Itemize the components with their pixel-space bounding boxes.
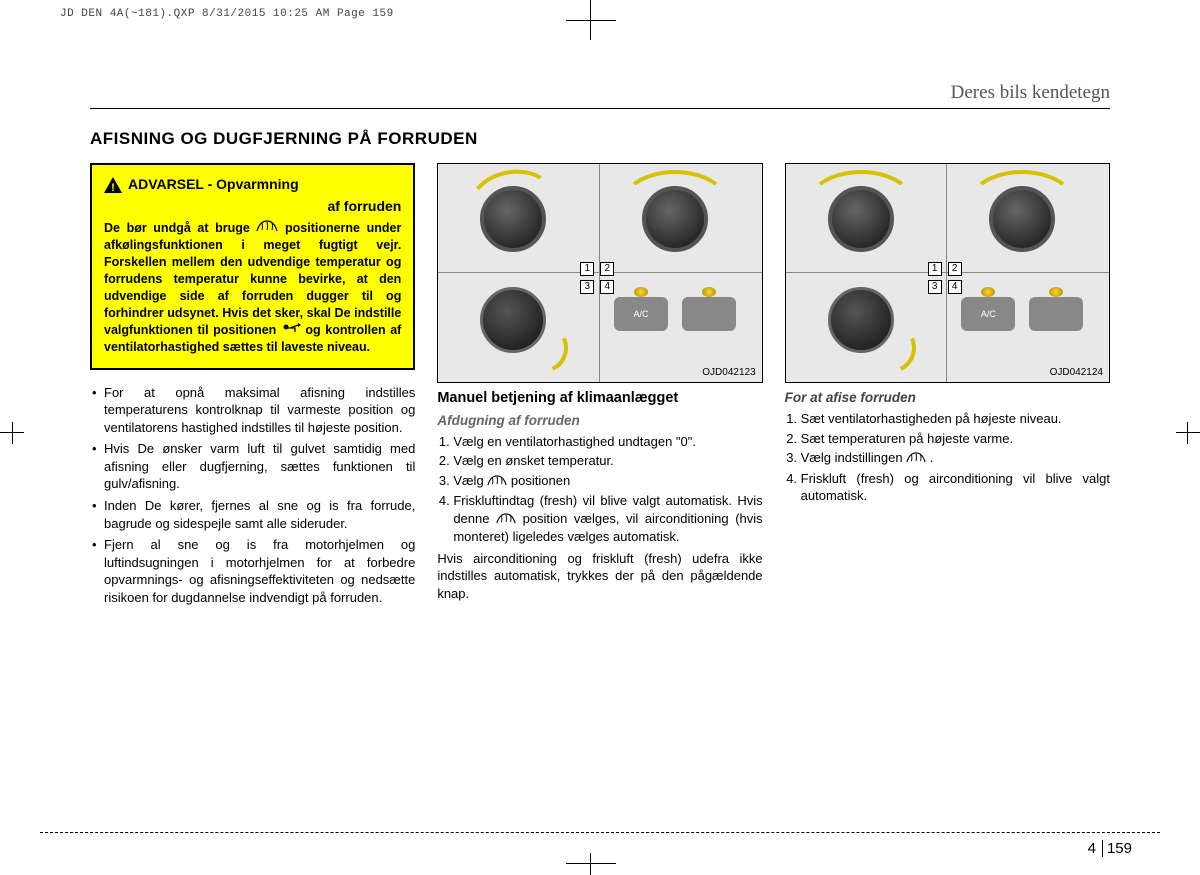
figure-quadrant-3: [438, 273, 600, 382]
recirc-button-icon: [682, 297, 736, 331]
indicator-glow-icon: [702, 287, 716, 297]
indicator-glow-icon: [1049, 287, 1063, 297]
col2-heading: Manuel betjening af klimaanlægget: [437, 389, 762, 409]
warning-box: ! ADVARSEL - Opvarmning af forruden De b…: [90, 163, 415, 370]
warning-body: De bør undgå at bruge positionerne under…: [104, 220, 401, 356]
fan-dial-icon: [480, 186, 546, 252]
col3-steps: Sæt ventilatorhastigheden på højeste niv…: [785, 410, 1110, 505]
warning-label: ADVARSEL: [128, 176, 204, 192]
bullet-item: Fjern al sne og is fra motorhjelmen og l…: [90, 536, 415, 606]
step-item: Vælg positionen: [453, 472, 762, 490]
step-item: Friskluftindtag (fresh) vil blive valgt …: [453, 492, 762, 545]
figure-manual-climate: A/C 1 2 3 4 OJD042123: [437, 163, 762, 383]
temp-dial-icon: [642, 186, 708, 252]
page-number-value: 159: [1107, 840, 1132, 857]
bullet-item: Hvis De ønsker varm luft til gulvet samt…: [90, 440, 415, 493]
step-text: Vælg indstillingen: [801, 450, 907, 465]
figure-label: 4: [600, 280, 614, 294]
figure-label: 3: [580, 280, 594, 294]
step-item: Vælg en ønsket temperatur.: [453, 452, 762, 470]
crop-mark: [12, 422, 13, 444]
crop-mark: [1187, 422, 1188, 444]
svg-text:!: !: [111, 182, 115, 193]
ac-button-icon: A/C: [614, 297, 668, 331]
figure-label: 2: [600, 262, 614, 276]
step-item: Friskluft (fresh) og airconditioning vil…: [801, 470, 1110, 505]
indicator-glow-icon: [634, 287, 648, 297]
figure-quadrant-1: [786, 164, 948, 273]
figure-label: 3: [928, 280, 942, 294]
defrost-icon: [496, 511, 516, 529]
figure-code: OJD042124: [1050, 366, 1103, 380]
recirc-button-icon: [1029, 297, 1083, 331]
file-stamp: JD DEN 4A(~181).QXP 8/31/2015 10:25 AM P…: [60, 8, 394, 20]
column-1: ! ADVARSEL - Opvarmning af forruden De b…: [90, 163, 415, 610]
step-item: Sæt temperaturen på højeste varme.: [801, 430, 1110, 448]
figure-quadrant-1: [438, 164, 600, 273]
bullet-list: For at opnå maksimal afisning indstilles…: [90, 384, 415, 607]
col2-subheading: Afdugning af forruden: [437, 412, 762, 430]
warning-icon: !: [104, 175, 122, 199]
warning-subtitle-1: - Opvarmning: [208, 176, 299, 192]
defrost-icon: [256, 220, 278, 237]
page-title: AFISNING OG DUGFJERNING PÅ FORRUDEN: [90, 129, 1110, 149]
fan-dial-icon: [828, 186, 894, 252]
footer-rule: [40, 832, 1160, 833]
step-text: positionen: [511, 473, 570, 488]
warning-text-pre: De bør undgå at bruge: [104, 221, 256, 235]
section-header: Deres bils kendetegn: [90, 82, 1110, 109]
figure-code: OJD042123: [702, 366, 755, 380]
ac-button-icon: A/C: [961, 297, 1015, 331]
figure-quadrant-2: [600, 164, 762, 273]
col2-paragraph: Hvis airconditioning og friskluft (fresh…: [437, 550, 762, 603]
page-content: Deres bils kendetegn AFISNING OG DUGFJER…: [90, 82, 1110, 610]
col2-steps: Vælg en ventilatorhastighed undtagen "0"…: [437, 433, 762, 546]
step-text: Vælg: [453, 473, 487, 488]
defrost-icon: [906, 450, 926, 468]
page-number: 4159: [1088, 840, 1132, 857]
step-item: Vælg indstillingen .: [801, 449, 1110, 467]
bullet-item: For at opnå maksimal afisning indstilles…: [90, 384, 415, 437]
warning-text-mid: positionerne under afkølingsfunk­tionen …: [104, 221, 401, 337]
crop-mark: [566, 20, 616, 21]
crop-mark: [1176, 432, 1200, 433]
figure-label: 4: [948, 280, 962, 294]
bullet-item: Inden De kører, fjernes al sne og is fra…: [90, 497, 415, 532]
crop-mark: [590, 0, 591, 40]
figure-defrost: A/C 1 2 3 4 OJD042124: [785, 163, 1110, 383]
warning-title: ! ADVARSEL - Opvarmning: [104, 175, 401, 199]
crop-mark: [566, 863, 616, 864]
indicator-glow-icon: [981, 287, 995, 297]
figure-label: 1: [580, 262, 594, 276]
column-3: A/C 1 2 3 4 OJD042124 For at afise forru…: [785, 163, 1110, 610]
figure-quadrant-2: [947, 164, 1109, 273]
section-number: 4: [1088, 840, 1103, 857]
step-item: Vælg en ventilatorhastighed undtagen "0"…: [453, 433, 762, 451]
figure-label: 2: [948, 262, 962, 276]
figure-quadrant-3: [786, 273, 948, 382]
step-item: Sæt ventilatorhastigheden på højeste niv…: [801, 410, 1110, 428]
face-vent-icon: [281, 322, 301, 339]
col3-subheading: For at afise forruden: [785, 389, 1110, 407]
defrost-icon: [487, 473, 507, 491]
crop-mark: [590, 853, 591, 875]
column-2: A/C 1 2 3 4 OJD042123 Manuel betjening a…: [437, 163, 762, 610]
figure-label: 1: [928, 262, 942, 276]
temp-dial-icon: [989, 186, 1055, 252]
warning-subtitle-2: af forruden: [104, 197, 401, 216]
step-text: .: [930, 450, 934, 465]
